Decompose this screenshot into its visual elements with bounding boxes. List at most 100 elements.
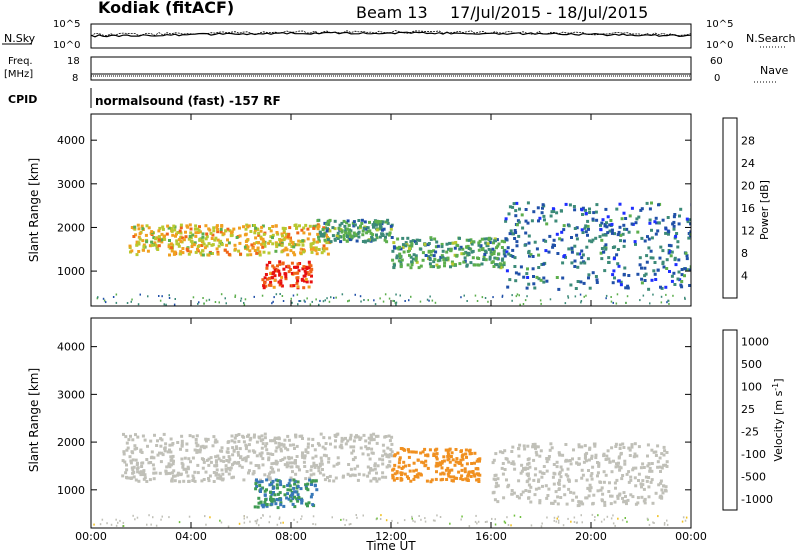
power-cell: [580, 300, 583, 302]
velocity-cell: [219, 459, 223, 463]
power-cell: [667, 243, 671, 247]
power-cell: [417, 266, 421, 270]
power-cell: [517, 234, 521, 238]
power-cell: [289, 268, 293, 271]
power-cell: [171, 233, 175, 237]
velocity-cell: [600, 498, 604, 502]
power-cell: [281, 262, 285, 266]
velocity-cell: [180, 442, 184, 446]
velocity-cell: [559, 496, 563, 499]
power-cell: [504, 237, 508, 241]
velocity-cell: [273, 438, 276, 442]
power-cell: [174, 298, 176, 300]
velocity-cell: [440, 461, 444, 465]
velocity-cell: [607, 457, 611, 461]
power-cell: [345, 221, 349, 225]
power-cell: [537, 219, 540, 223]
velocity-cell: [585, 496, 589, 500]
velocity-cell: [434, 519, 436, 522]
velocity-cell: [430, 478, 434, 482]
power-cell: [544, 239, 548, 243]
power-cell: [625, 227, 629, 231]
velocity-cell: [395, 477, 399, 480]
velocity-cell: [566, 459, 570, 463]
velocity-colorbar-tick-7: -1000: [741, 493, 773, 506]
velocity-cell: [291, 470, 294, 474]
velocity-cell: [446, 458, 450, 462]
velocity-cell: [367, 446, 371, 450]
power-cell: [573, 227, 577, 230]
velocity-cell: [501, 462, 505, 465]
power-cell: [513, 256, 517, 260]
power-cell: [173, 303, 176, 306]
velocity-cell: [519, 471, 523, 475]
velocity-cell: [392, 467, 396, 471]
velocity-cell: [192, 476, 196, 480]
power-cell: [410, 295, 412, 298]
velocity-cell: [381, 475, 385, 479]
velocity-cell: [623, 462, 627, 466]
power-cell: [492, 249, 496, 253]
power-cell: [233, 243, 237, 247]
power-cell: [665, 267, 669, 270]
power-cell: [304, 300, 306, 303]
velocity-cell: [643, 501, 647, 505]
power-cell: [636, 230, 640, 234]
x-tick-label-4: 16:00: [475, 530, 507, 543]
power-cell: [167, 226, 171, 230]
velocity-colorbar-tick-2: 100: [741, 380, 762, 393]
velocity-cell: [244, 447, 248, 451]
power-cell: [278, 240, 282, 244]
velocity-cell: [353, 435, 357, 439]
velocity-cell: [199, 445, 203, 449]
power-cell: [392, 265, 396, 269]
power-cell: [497, 252, 501, 256]
velocity-cell: [276, 523, 279, 526]
velocity-cell: [261, 486, 265, 490]
velocity-cell: [589, 486, 593, 490]
power-cell: [300, 228, 304, 232]
velocity-cell: [243, 521, 246, 524]
power-cell: [650, 228, 653, 232]
velocity-cell: [418, 515, 420, 517]
power-cell: [158, 295, 160, 297]
velocity-cell: [424, 459, 428, 463]
power-cell: [679, 207, 683, 211]
velocity-cell: [594, 453, 598, 457]
velocity-cell: [311, 479, 315, 483]
power-cell: [645, 201, 649, 205]
power-cell: [259, 229, 263, 233]
power-cell: [469, 238, 473, 242]
power-cell: [578, 252, 582, 256]
power-cell: [532, 282, 536, 286]
power-cell: [346, 219, 350, 223]
velocity-cell: [230, 434, 234, 438]
power-cell: [362, 226, 366, 230]
velocity-cell: [633, 442, 637, 446]
velocity-cell: [311, 444, 314, 448]
power-cell: [504, 219, 508, 223]
power-cell: [583, 261, 587, 265]
power-cell: [414, 258, 418, 262]
velocity-cell: [530, 524, 533, 527]
power-cell: [535, 275, 539, 279]
power-cell: [543, 218, 546, 222]
velocity-cell: [416, 475, 420, 479]
power-cell: [610, 228, 614, 232]
power-cell: [227, 241, 231, 245]
power-cell: [145, 240, 149, 244]
power-cell: [280, 275, 284, 279]
power-cell: [522, 303, 525, 305]
velocity-cell: [214, 459, 218, 463]
velocity-cell: [603, 518, 605, 521]
power-cell: [296, 276, 300, 280]
velocity-cell: [426, 466, 430, 470]
power-cell: [196, 245, 200, 248]
power-cell: [272, 300, 274, 303]
velocity-cell: [557, 487, 561, 491]
power-cell: [154, 237, 158, 241]
velocity-cell: [505, 478, 508, 482]
power-cell: [265, 263, 269, 267]
power-cell: [604, 207, 608, 211]
velocity-cell: [187, 480, 191, 483]
